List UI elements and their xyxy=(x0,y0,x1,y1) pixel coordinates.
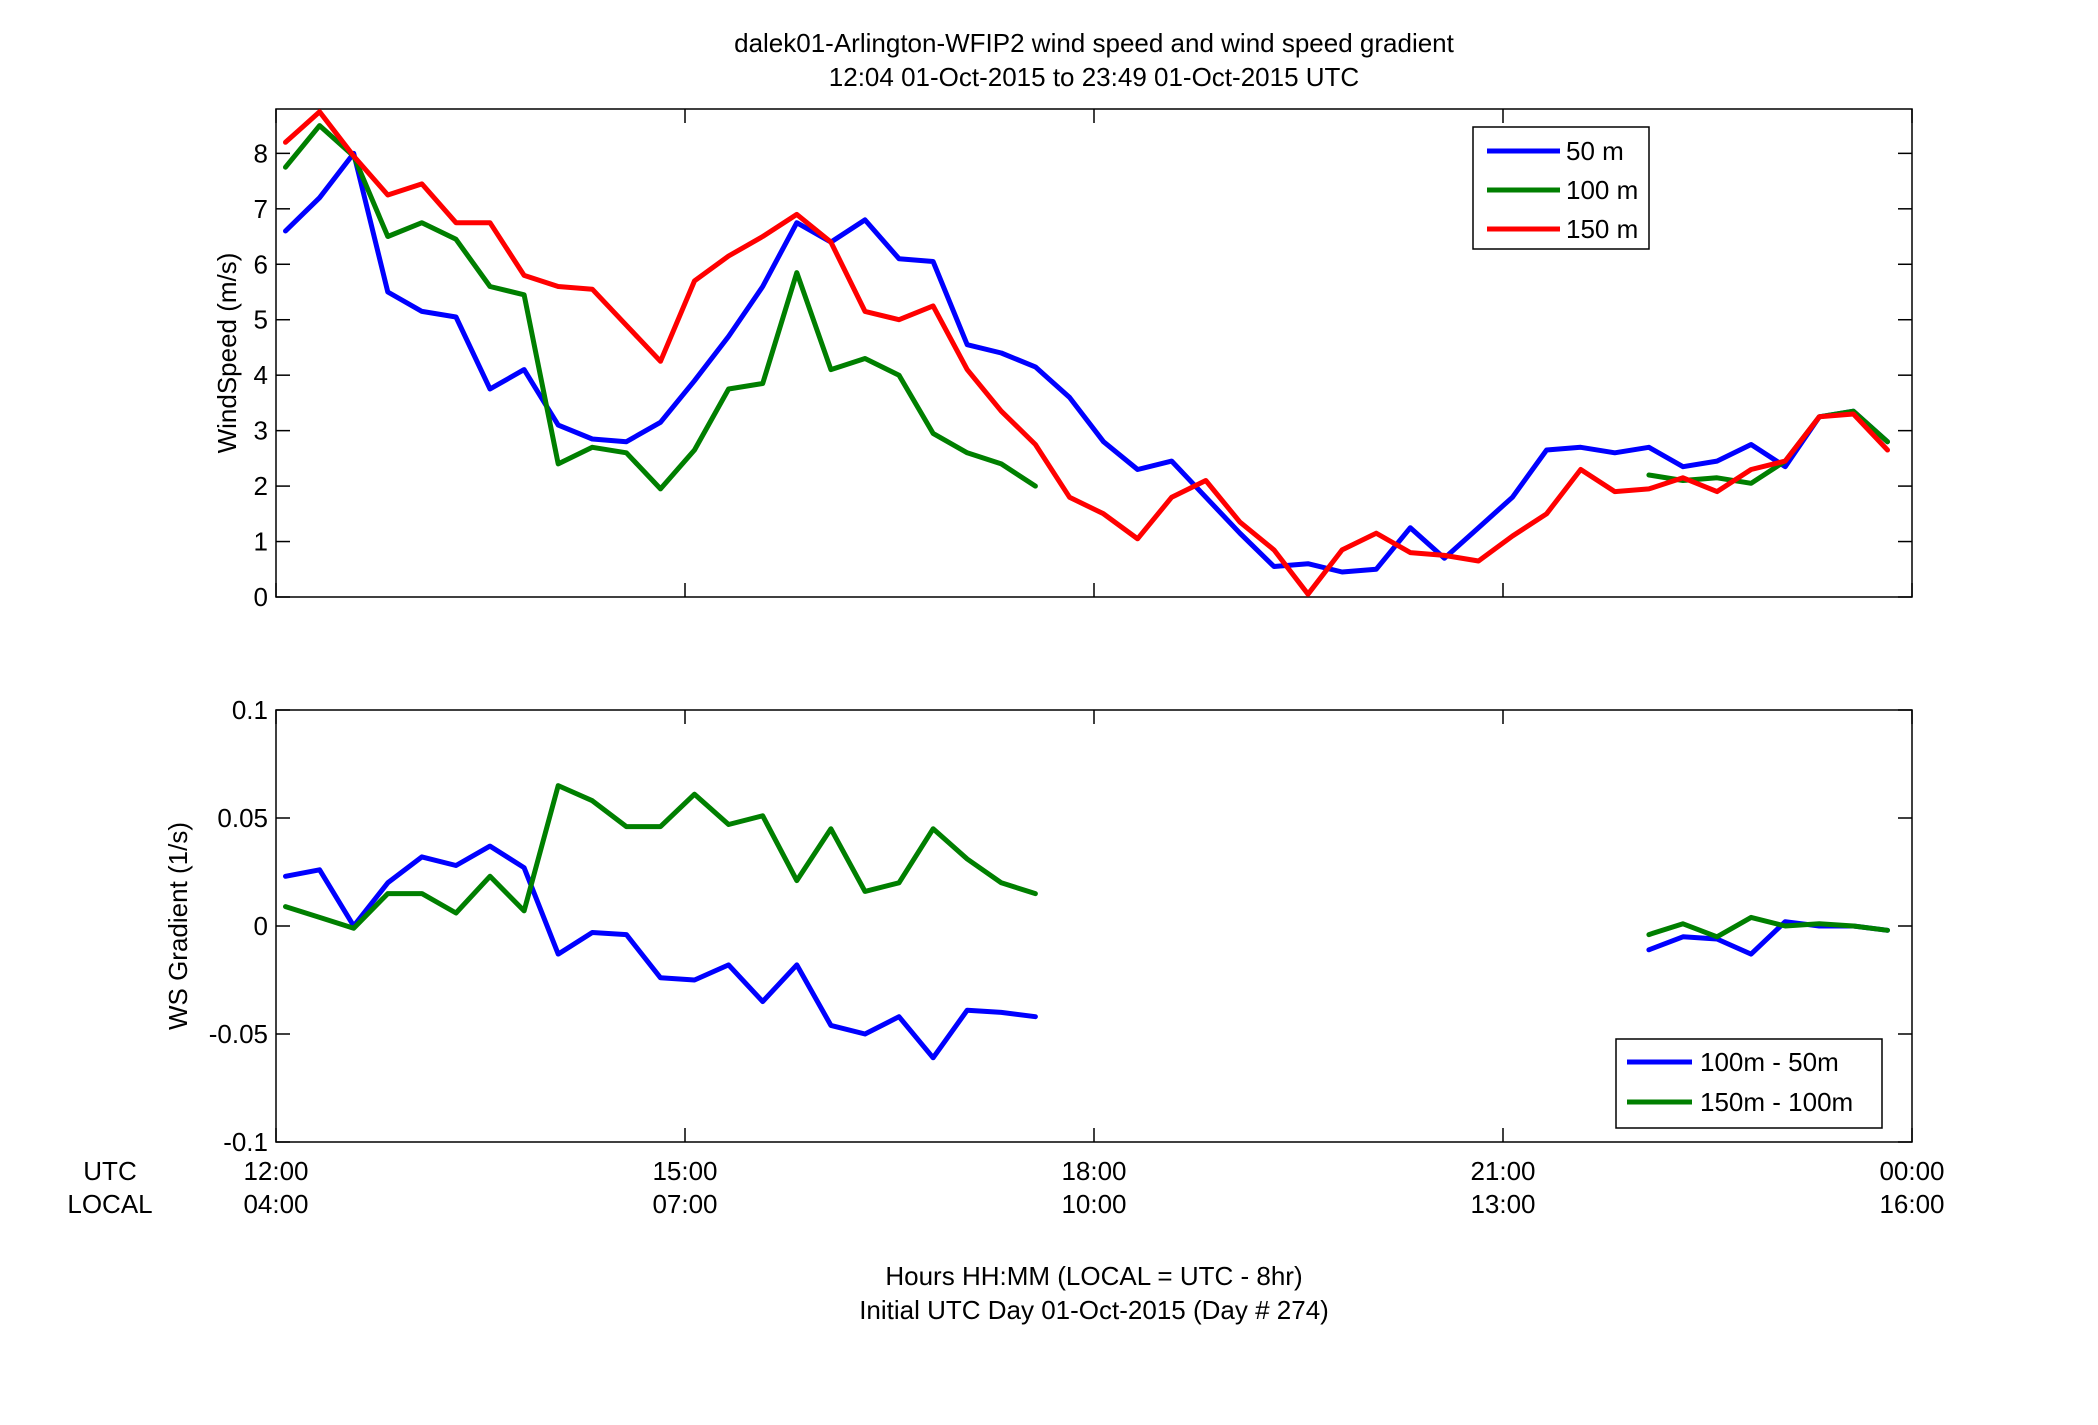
chart-title-line1: dalek01-Arlington-WFIP2 wind speed and w… xyxy=(734,28,1455,58)
x-tick-label-local: 16:00 xyxy=(1879,1189,1944,1219)
legend-label-150m: 150 m xyxy=(1566,214,1638,244)
windspeed-series-1-line xyxy=(283,150,1890,575)
windspeed-ytick-label: 3 xyxy=(254,416,268,446)
x-tick-label-utc: 18:00 xyxy=(1061,1156,1126,1186)
legend-label-100m-50m: 100m - 50m xyxy=(1700,1047,1839,1077)
gradient-series-2-line xyxy=(1646,914,1890,940)
windspeed-ytick-label: 6 xyxy=(254,249,268,279)
gradient-legend-box xyxy=(1615,1038,1883,1129)
gradient-panel: -0.1 -0.05 0 0.05 0.1 WS Gradient (1/s) 100m… xyxy=(163,695,1913,1157)
windspeed-plot-area xyxy=(275,108,1913,598)
gradient-legend: 100m - 50m 150m - 100m xyxy=(1615,1038,1883,1129)
chart-title-line2: 12:04 01-Oct-2015 to 23:49 01-Oct-2015 U… xyxy=(829,62,1359,92)
x-tick-label-local: 10:00 xyxy=(1061,1189,1126,1219)
windspeed-ytick-label: 0 xyxy=(254,582,268,612)
windspeed-ytick-label: 8 xyxy=(254,138,268,168)
gradient-ytick-label: -0.1 xyxy=(223,1127,268,1157)
legend-label-150m-100m: 150m - 100m xyxy=(1700,1087,1853,1117)
x-tick-label-local: 04:00 xyxy=(243,1189,308,1219)
windspeed-ytick-label: 5 xyxy=(254,305,268,335)
gradient-series-1-line xyxy=(283,843,1038,1061)
x-tick-label-utc: 12:00 xyxy=(243,1156,308,1186)
x-axis-label-line1: Hours HH:MM (LOCAL = UTC - 8hr) xyxy=(885,1261,1302,1291)
windspeed-series-2-line xyxy=(283,123,1038,492)
legend-label-100m: 100 m xyxy=(1566,175,1638,205)
x-tick-label-utc: 15:00 xyxy=(652,1156,717,1186)
windspeed-ytick-label: 4 xyxy=(254,360,268,390)
x-axis-label-line2: Initial UTC Day 01-Oct-2015 (Day # 274) xyxy=(859,1295,1329,1325)
legend-label-50m: 50 m xyxy=(1566,136,1624,166)
gradient-lines xyxy=(283,783,1890,1061)
windspeed-lines xyxy=(283,109,1890,597)
gradient-ylabel: WS Gradient (1/s) xyxy=(163,822,193,1030)
windspeed-ylabel: WindSpeed (m/s) xyxy=(212,253,242,454)
windspeed-ytick-label: 7 xyxy=(254,194,268,224)
x-tick-label-local: 13:00 xyxy=(1470,1189,1535,1219)
gradient-ytick-label: 0.05 xyxy=(217,803,268,833)
x-row-label-utc: UTC xyxy=(83,1156,136,1186)
windspeed-series-3-line xyxy=(283,109,1890,597)
gradient-ticks: -0.1 -0.05 0 0.05 0.1 xyxy=(209,695,1913,1157)
gradient-ytick-label: 0.1 xyxy=(232,695,268,725)
gradient-ytick-label: -0.05 xyxy=(209,1019,268,1049)
windspeed-ytick-label: 1 xyxy=(254,527,268,557)
gradient-ytick-label: 0 xyxy=(254,911,268,941)
windspeed-panel: 0 1 2 3 4 5 6 7 8 WindSpeed (m/s) 50 m 100 m 150… xyxy=(212,108,1913,612)
x-tick-label-utc: 00:00 xyxy=(1879,1156,1944,1186)
windspeed-ticks: 0 1 2 3 4 5 6 7 8 xyxy=(254,109,1913,612)
x-tick-label-local: 07:00 xyxy=(652,1189,717,1219)
x-row-label-local: LOCAL xyxy=(67,1189,152,1219)
windspeed-legend: 50 m 100 m 150 m xyxy=(1472,126,1650,250)
x-tick-label-utc: 21:00 xyxy=(1470,1156,1535,1186)
windspeed-ytick-label: 2 xyxy=(254,471,268,501)
gradient-series-2-line xyxy=(283,783,1038,931)
